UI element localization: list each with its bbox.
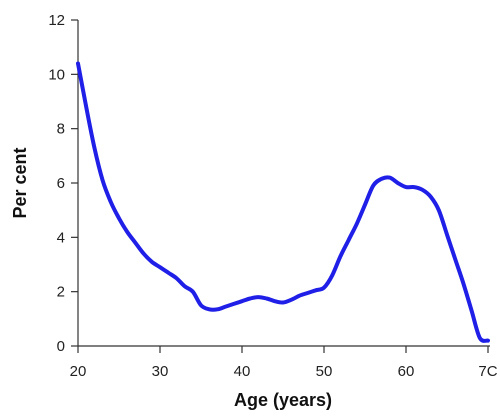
- x-axis-ticks: 20 30 40 50 60 7C: [70, 346, 498, 380]
- x-tick-label: 20: [70, 363, 87, 380]
- y-axis-ticks: 0 2 4 6 8 10 12: [48, 12, 78, 355]
- x-tick-label: 30: [152, 363, 169, 380]
- x-tick-label: 50: [316, 363, 333, 380]
- x-tick-label: 60: [398, 363, 415, 380]
- x-axis-title: Age (years): [234, 390, 332, 410]
- y-tick-label: 2: [57, 284, 65, 301]
- y-tick-label: 12: [48, 12, 65, 29]
- y-tick-label: 8: [57, 121, 65, 138]
- y-tick-label: 10: [48, 66, 65, 83]
- x-tick-label: 7C: [478, 363, 497, 380]
- x-tick-label: 40: [234, 363, 251, 380]
- y-tick-label: 4: [57, 229, 65, 246]
- y-tick-label: 0: [57, 338, 65, 355]
- y-axis-title: Per cent: [10, 147, 30, 218]
- y-tick-label: 6: [57, 175, 65, 192]
- series-line: [76, 61, 490, 343]
